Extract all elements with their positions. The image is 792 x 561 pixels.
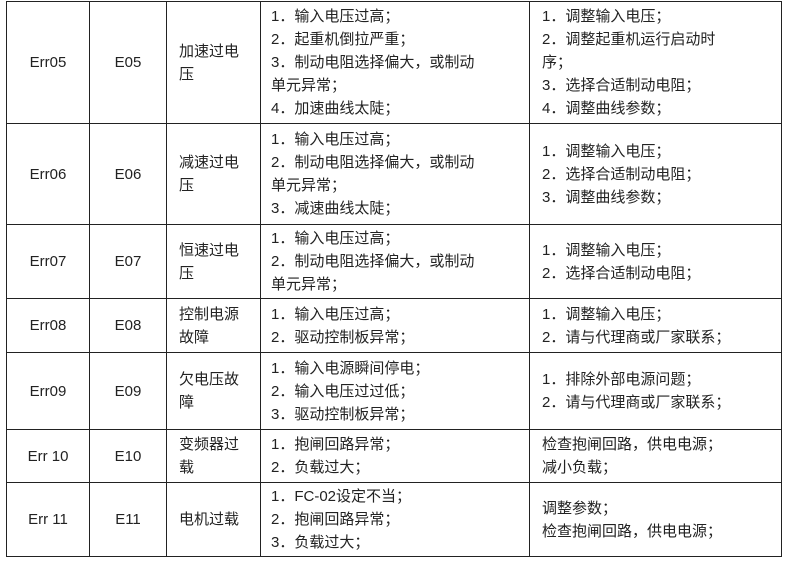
solution-cell: 1．调整输入电压； 2．调整起重机运行启动时 序； 3．选择合适制动电阻； 4．调整曲线… [529,1,782,124]
display-code-cell: E07 [89,224,167,299]
fault-name-cell-line: 压 [179,65,195,83]
fault-cause-cell-line: 3．负载过大； [271,534,370,551]
fault-cause-cell-line: 2．负载过大； [271,459,370,476]
fault-cause-cell: 1．输入电源瞬间停电； 2．输入电压过过低； 3．驱动控制板异常； [260,352,530,430]
display-code-cell: E09 [89,352,167,430]
fault-cause-cell-line: 3．驱动控制板异常； [271,405,415,423]
table-row: Err06 E06 减速过电压 1．输入电压过高； 2．制动电阻选择偏大，或制动 单元异常… [6,123,782,225]
table-row: Err08 E08 控制电源 故障 1．输入电压过高； 2．驱动控制板异常； 1．调整输入电… [6,298,782,353]
solution-cell-line: 2．请与代理商或厂家联系； [542,394,731,411]
fault-cause-cell-line: 2．输入电压过过低； [271,382,415,400]
fault-name-cell-line: 故障 [179,328,210,346]
fault-cause-cell-line: 1．输入电压过高； [271,230,400,247]
fault-name-cell: 电机过载 [166,482,261,557]
solution-cell-line: 2．调整起重机运行启动时 [542,31,716,48]
fault-name-cell: 欠电压故障 [166,352,261,430]
solution-cell-line: 4．调整曲线参数； [542,100,671,117]
solution-cell: 1．调整输入电压； 2．选择合适制动电阻； [529,224,782,299]
display-code-cell: E11 [89,482,167,557]
fault-name-cell: 减速过电压 [166,123,261,225]
fault-name-cell-line: 减速过电 [179,154,240,171]
fault-name-cell-line: 载 [179,459,195,476]
solution-cell-line: 1．调整输入电压； [542,142,671,160]
solution-cell-line: 检查抱闸回路，供电电源； [542,522,723,540]
display-code-cell: E10 [89,429,167,483]
solution-cell-line: 3．调整曲线参数； [542,188,671,206]
fault-name-cell: 恒速过电压 [166,224,261,299]
fault-cause-cell-line: 1．输入电源瞬间停电； [271,359,430,377]
fault-code-cell: Err 11 [6,482,90,557]
fault-name-cell-line: 电机过载 [179,511,240,528]
solution-cell: 1．排除外部电源问题； 2．请与代理商或厂家联系； [529,352,782,430]
table-row: Err09 E09 欠电压故障 1．输入电源瞬间停电； 2．输入电压过过低； 3．驱动控制… [6,352,782,430]
fault-cause-cell-line: 2．制动电阻选择偏大，或制动 [271,253,475,270]
fault-code-cell: Err09 [6,352,90,430]
fault-cause-cell-line: 单元异常； [271,276,347,293]
fault-cause-cell-line: 2．起重机倒拉严重； [271,31,415,48]
fault-cause-cell-line: 2．制动电阻选择偏大，或制动 [271,154,475,171]
fault-cause-cell-line: 3．减速曲线太陡； [271,200,400,217]
solution-cell-line: 减小负载； [542,459,618,476]
fault-cause-cell-line: 1．输入电压过高； [271,131,400,148]
fault-code-cell: Err 10 [6,429,90,483]
solution-cell-line: 1．调整输入电压； [542,241,671,259]
table-row: Err 10 E10 变频器过载 1．抱闸回路异常； 2．负载过大； 检查抱闸回路，供电电… [6,429,782,483]
fault-cause-cell-line: 单元异常； [271,177,347,194]
solution-cell-line: 调整参数； [542,499,618,517]
solution-cell-line: 3．选择合适制动电阻； [542,77,701,94]
table-body: Err05 E05 加速过电压 1．输入电压过高； 2．起重机倒拉严重； 3．制动电阻选择… [6,1,782,557]
table-row: Err 11 E11 电机过载 1．FC-02设定不当； 2．抱闸回路异常； 3．负载过大… [6,482,782,557]
fault-cause-cell: 1．抱闸回路异常； 2．负载过大； [260,429,530,483]
solution-cell: 1．调整输入电压； 2．选择合适制动电阻； 3．调整曲线参数； [529,123,782,225]
fault-cause-cell: 1．输入电压过高； 2．制动电阻选择偏大，或制动 单元异常； 3．减速曲线太陡； [260,123,530,225]
solution-cell-line: 检查抱闸回路，供电电源； [542,436,723,453]
fault-name-cell-line: 压 [179,264,195,282]
fault-name-cell: 加速过电压 [166,1,261,124]
solution-cell: 调整参数； 检查抱闸回路，供电电源； [529,482,782,557]
fault-code-cell: Err08 [6,298,90,353]
solution-cell-line: 2．选择合适制动电阻； [542,165,701,183]
fault-cause-cell-line: 单元异常； [271,77,347,94]
fault-name-cell: 控制电源 故障 [166,298,261,353]
fault-code-cell: Err05 [6,1,90,124]
solution-cell: 1．调整输入电压； 2．请与代理商或厂家联系； [529,298,782,353]
fault-cause-cell-line: 3．制动电阻选择偏大，或制动 [271,54,475,71]
fault-name-cell-line: 恒速过电 [179,241,240,259]
fault-name-cell-line: 变频器过 [179,436,240,453]
fault-cause-cell-line: 2．驱动控制板异常； [271,328,415,346]
solution-cell-line: 1．排除外部电源问题； [542,371,701,388]
fault-name-cell-line: 加速过电 [179,42,240,60]
solution-cell-line: 2．选择合适制动电阻； [542,264,701,282]
table-row: Err07 E07 恒速过电压 1．输入电压过高； 2．制动电阻选择偏大，或制动 单元异常… [6,224,782,299]
fault-name-cell-line: 障 [179,394,195,411]
fault-name-cell: 变频器过载 [166,429,261,483]
solution-cell-line: 2．请与代理商或厂家联系； [542,328,731,346]
fault-code-cell: Err06 [6,123,90,225]
fault-name-cell-line: 欠电压故 [179,371,240,388]
display-code-cell: E08 [89,298,167,353]
solution-cell-line: 序； [542,54,573,71]
fault-cause-cell: 1．输入电压过高； 2．驱动控制板异常； [260,298,530,353]
display-code-cell: E06 [89,123,167,225]
fault-cause-cell-line: 4．加速曲线太陡； [271,100,400,117]
fault-name-cell-line: 控制电源 [179,305,240,323]
solution-cell-line: 1．调整输入电压； [542,8,671,25]
fault-cause-cell-line: 1．抱闸回路异常； [271,436,400,453]
fault-cause-cell-line: 1．输入电压过高； [271,305,400,323]
fault-cause-cell-line: 2．抱闸回路异常； [271,511,400,528]
table-row: Err05 E05 加速过电压 1．输入电压过高； 2．起重机倒拉严重； 3．制动电阻选择… [6,1,782,124]
fault-cause-cell-line: 1．FC-02设定不当； [271,488,412,505]
solution-cell-line: 1．调整输入电压； [542,305,671,323]
solution-cell: 检查抱闸回路，供电电源； 减小负载； [529,429,782,483]
display-code-cell: E05 [89,1,167,124]
fault-code-cell: Err07 [6,224,90,299]
fault-cause-cell: 1．输入电压过高； 2．起重机倒拉严重； 3．制动电阻选择偏大，或制动 单元异常； 4．… [260,1,530,124]
fault-code-table: Err05 E05 加速过电压 1．输入电压过高； 2．起重机倒拉严重； 3．制动电阻选择… [6,1,782,557]
fault-cause-cell: 1．输入电压过高； 2．制动电阻选择偏大，或制动 单元异常； [260,224,530,299]
fault-name-cell-line: 压 [179,177,195,194]
fault-cause-cell: 1．FC-02设定不当； 2．抱闸回路异常； 3．负载过大； [260,482,530,557]
fault-cause-cell-line: 1．输入电压过高； [271,8,400,25]
